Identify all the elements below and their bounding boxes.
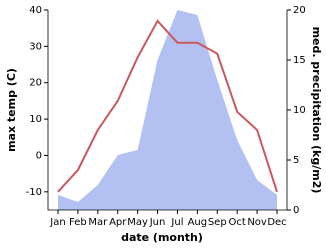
y2-tick-label: 20 bbox=[293, 5, 306, 16]
x-tick-label: Nov bbox=[247, 217, 267, 228]
y-tick-label: 20 bbox=[29, 78, 42, 89]
x-axis-title: date (month) bbox=[121, 231, 203, 244]
y-tick-label: -10 bbox=[26, 187, 42, 198]
y-tick-label: 10 bbox=[29, 114, 42, 125]
y-tick-label: 0 bbox=[36, 150, 42, 161]
y2-tick-label: 0 bbox=[293, 205, 299, 216]
x-tick-label: Jun bbox=[149, 217, 166, 228]
y2-tick-label: 15 bbox=[293, 55, 306, 66]
y2-tick-label: 10 bbox=[293, 105, 306, 116]
x-tick-label: Aug bbox=[188, 217, 208, 228]
precipitation-area bbox=[58, 10, 277, 210]
y-axis-title: max temp (C) bbox=[5, 68, 18, 152]
y-tick-label: 40 bbox=[29, 5, 42, 16]
x-tick-label: Feb bbox=[69, 217, 87, 228]
y2-tick-label: 5 bbox=[293, 155, 299, 166]
y2-axis-title: med. precipitation (kg/m2) bbox=[310, 27, 323, 194]
x-tick-label: Oct bbox=[229, 217, 246, 228]
y-tick-label: 30 bbox=[29, 41, 42, 52]
x-tick-label: Jul bbox=[170, 217, 183, 228]
x-tick-label: Sep bbox=[208, 217, 227, 228]
x-tick-label: Jan bbox=[49, 217, 65, 228]
x-tick-label: May bbox=[127, 217, 148, 228]
x-tick-label: Dec bbox=[267, 217, 286, 228]
temp-line bbox=[57, 19, 278, 193]
x-tick-label: Apr bbox=[109, 217, 127, 228]
x-tick-label: Mar bbox=[88, 217, 108, 228]
